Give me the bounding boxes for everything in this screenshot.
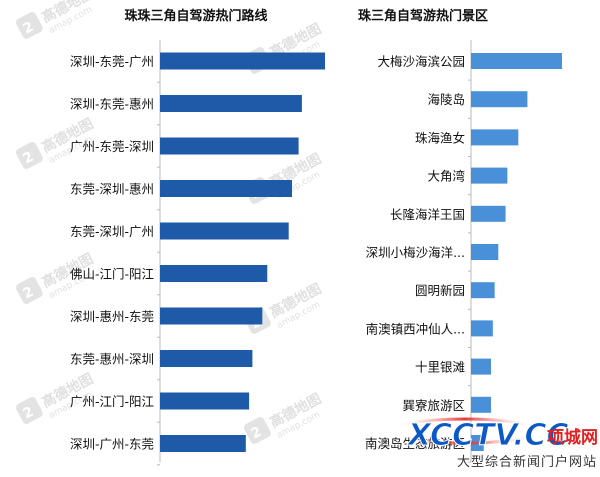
scenic-label: 海陵岛	[427, 92, 465, 107]
route-label: 广州-东莞-深圳	[70, 139, 154, 154]
scenic-label: 珠海渔女	[415, 130, 465, 145]
scenic-bar	[471, 358, 492, 375]
scenic-bar	[471, 53, 562, 69]
scenic-bar	[471, 167, 508, 184]
brand-sub: 大型综合新闻门户网站	[457, 454, 597, 470]
route-label: 东莞-深圳-惠州	[70, 182, 154, 197]
scenic-label: 大角湾	[427, 169, 465, 184]
scenic-label: 深圳小梅沙海洋...	[366, 245, 465, 260]
route-label: 东莞-惠州-深圳	[70, 352, 154, 367]
route-bar	[160, 52, 325, 70]
scenic-bar	[471, 91, 528, 108]
scenic-label: 圆明新园	[415, 283, 465, 298]
route-bar	[160, 137, 299, 155]
route-bar	[160, 265, 268, 282]
scenic-bar	[471, 396, 492, 413]
route-bar	[160, 307, 263, 325]
route-label: 东莞-深圳-广州	[70, 224, 154, 239]
scenic-bar	[471, 320, 493, 337]
route-label: 深圳-广州-东莞	[70, 437, 154, 452]
route-bar	[160, 180, 292, 197]
scenic-chart-title: 珠三角自驾游热门景区	[358, 8, 488, 24]
route-label: 广州-江门-阳江	[70, 394, 154, 409]
brand-text: XCCTV.CC	[406, 418, 569, 453]
scenic-bar	[471, 129, 519, 146]
scenic-label: 十里银滩	[415, 360, 465, 375]
route-bar	[160, 392, 250, 410]
scenic-label: 大梅沙海滨公园	[377, 54, 465, 69]
scenic-label: 南澳岛生态旅游区	[365, 436, 465, 451]
scenic-label: 长隆海洋王国	[390, 207, 465, 222]
xcctv-logo-icon: XCCTV.CC 项城网 大型综合新闻门户网站	[391, 417, 598, 470]
scenic-label: 南澳镇西冲仙人...	[366, 321, 465, 336]
brand-cn: 项城网	[547, 428, 598, 448]
route-label: 深圳-东莞-惠州	[70, 97, 154, 112]
scenic-label: 巽寮旅游区	[402, 398, 465, 413]
route-chart: 珠珠三角自驾游热门路线 深圳-东莞-广州深圳-东莞-惠州广州-东莞-深圳东莞-深…	[70, 8, 325, 466]
route-bar	[160, 350, 253, 367]
route-label: 深圳-惠州-东莞	[70, 309, 154, 324]
route-chart-title: 珠珠三角自驾游热门路线	[124, 8, 267, 24]
scenic-chart: 珠三角自驾游热门景区 大梅沙海滨公园海陵岛珠海渔女大角湾长隆海洋王国深圳小梅沙海…	[358, 8, 562, 463]
route-label: 佛山-江门-阳江	[70, 267, 154, 282]
route-bar	[160, 95, 302, 112]
route-bar	[160, 435, 246, 452]
route-label: 深圳-东莞-广州	[70, 54, 154, 69]
scenic-bar	[471, 205, 506, 222]
route-bar	[160, 222, 289, 240]
scenic-bar	[471, 282, 495, 299]
scenic-bar	[471, 244, 499, 260]
